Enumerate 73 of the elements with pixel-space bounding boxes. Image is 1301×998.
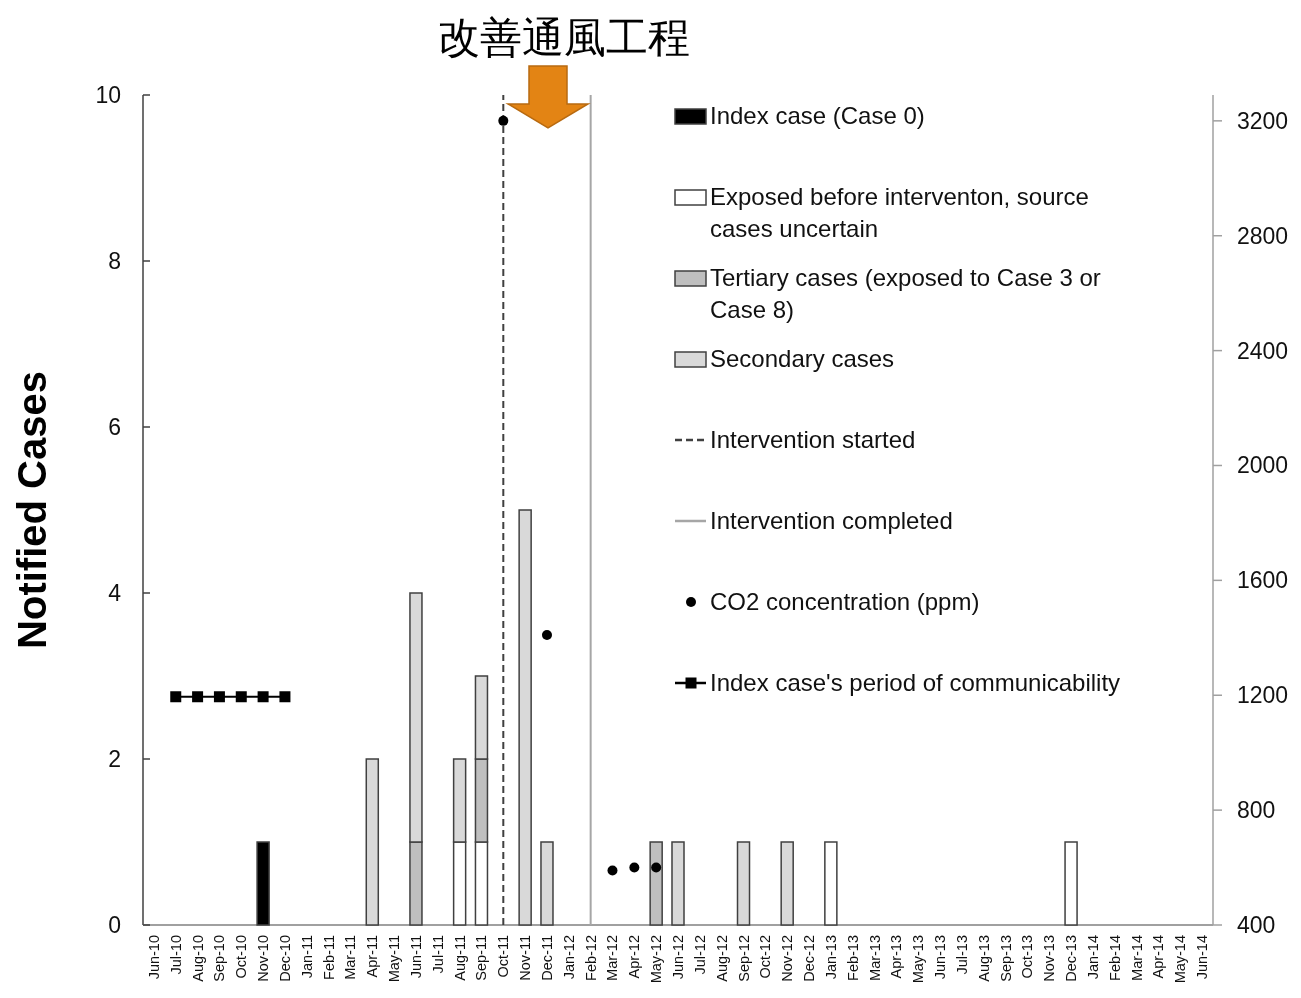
x-tick-label: Nov-10 xyxy=(255,935,272,982)
x-tick-label: Mar-14 xyxy=(1128,935,1145,981)
y2-tick-label: 2000 xyxy=(1237,452,1289,479)
x-tick-label: Aug-13 xyxy=(975,935,992,982)
x-tick-label: Jul-13 xyxy=(953,935,970,975)
text: 改善通風工程 xyxy=(438,14,690,61)
x-tick-label: Oct-11 xyxy=(495,935,512,978)
legend-label: Intervention completed xyxy=(710,507,953,534)
x-tick-label: May-13 xyxy=(910,935,927,984)
x-tick-label: Apr-13 xyxy=(888,935,905,979)
x-tick-label: Feb-11 xyxy=(320,935,337,980)
y2-tick-label: 1200 xyxy=(1237,682,1289,709)
x-tick-label: Jan-13 xyxy=(822,935,839,980)
y2-tick-label: 1600 xyxy=(1237,567,1289,594)
x-tick-label: May-11 xyxy=(386,935,403,983)
x-tick-label: Jun-13 xyxy=(932,935,949,980)
legend-label: Index case (Case 0) xyxy=(710,102,925,129)
y-axis-title: Notified Cases xyxy=(10,371,54,649)
y-tick-label: 6 xyxy=(108,414,121,440)
x-tick-label: Apr-14 xyxy=(1150,935,1167,979)
x-tick-label: Sep-11 xyxy=(473,935,490,981)
x-tick-label: Nov-11 xyxy=(517,935,534,981)
x-tick-label: Dec-11 xyxy=(538,935,555,981)
y2-tick-label: 800 xyxy=(1237,797,1276,824)
y-tick-label: 10 xyxy=(95,82,121,108)
x-tick-label: Jun-11 xyxy=(407,935,424,979)
x-tick-label: Jan-12 xyxy=(560,935,577,980)
x-tick-label: May-12 xyxy=(648,935,665,984)
x-tick-label: Jun-10 xyxy=(145,935,162,980)
x-tick-label: Jun-14 xyxy=(1194,935,1211,980)
x-tick-label: Sep-13 xyxy=(997,935,1014,982)
x-tick-label: Apr-11 xyxy=(364,935,381,978)
x-tick-label: Jul-10 xyxy=(167,935,184,975)
x-tick-label: Sep-12 xyxy=(735,935,752,982)
x-tick-label: Oct-12 xyxy=(757,935,774,979)
x-tick-label: Feb-13 xyxy=(844,935,861,981)
x-tick-label: Aug-10 xyxy=(189,935,206,982)
x-tick-label: Mar-12 xyxy=(604,935,621,981)
x-tick-label: May-14 xyxy=(1172,935,1189,984)
legend-label: Index case's period of communicability xyxy=(710,669,1121,696)
x-tick-label: Jan-14 xyxy=(1084,935,1101,980)
x-tick-label: Jul-11 xyxy=(429,935,446,974)
x-tick-label: Dec-13 xyxy=(1063,935,1080,982)
x-tick-label: Jun-12 xyxy=(670,935,686,980)
y-tick-label: 0 xyxy=(108,912,121,938)
legend-label: Secondary cases xyxy=(710,345,895,372)
x-tick-label: Apr-12 xyxy=(626,935,643,979)
y2-tick-label: 2800 xyxy=(1237,222,1289,249)
y2-tick-label: 2400 xyxy=(1237,337,1289,364)
x-tick-label: Aug-12 xyxy=(713,935,730,982)
legend-label: CO2 concentration (ppm) xyxy=(710,588,980,615)
y-tick-label: 2 xyxy=(108,746,121,772)
legend-label: Tertiary cases (exposed to Case 3 or Case 8) xyxy=(710,264,1101,323)
x-tick-label: Nov-13 xyxy=(1041,935,1058,982)
x-tick-label: Mar-13 xyxy=(866,935,883,981)
x-tick-label: Jul-12 xyxy=(691,935,708,975)
legend-label: Exposed before interventon, source cases uncertain xyxy=(710,183,1089,242)
legend-label: Intervention started xyxy=(710,426,916,453)
y2-tick-label: 3200 xyxy=(1237,107,1289,134)
x-tick-label: Jan-11 xyxy=(298,935,315,979)
x-tick-label: Feb-12 xyxy=(582,935,599,981)
y-tick-label: 4 xyxy=(108,580,122,606)
x-tick-label: Mar-11 xyxy=(342,935,359,980)
x-tick-label: Dec-10 xyxy=(276,935,293,982)
y2-tick-label: 400 xyxy=(1237,912,1276,938)
x-tick-label: Oct-13 xyxy=(1019,935,1036,979)
x-tick-label: Feb-14 xyxy=(1106,935,1123,981)
y-tick-label: 8 xyxy=(108,248,121,274)
x-tick-label: Oct-10 xyxy=(233,935,250,979)
x-tick-label: Nov-12 xyxy=(779,935,796,982)
x-tick-label: Dec-12 xyxy=(801,935,818,982)
x-tick-label: Sep-10 xyxy=(211,935,228,982)
x-tick-label: Aug-11 xyxy=(451,935,468,981)
